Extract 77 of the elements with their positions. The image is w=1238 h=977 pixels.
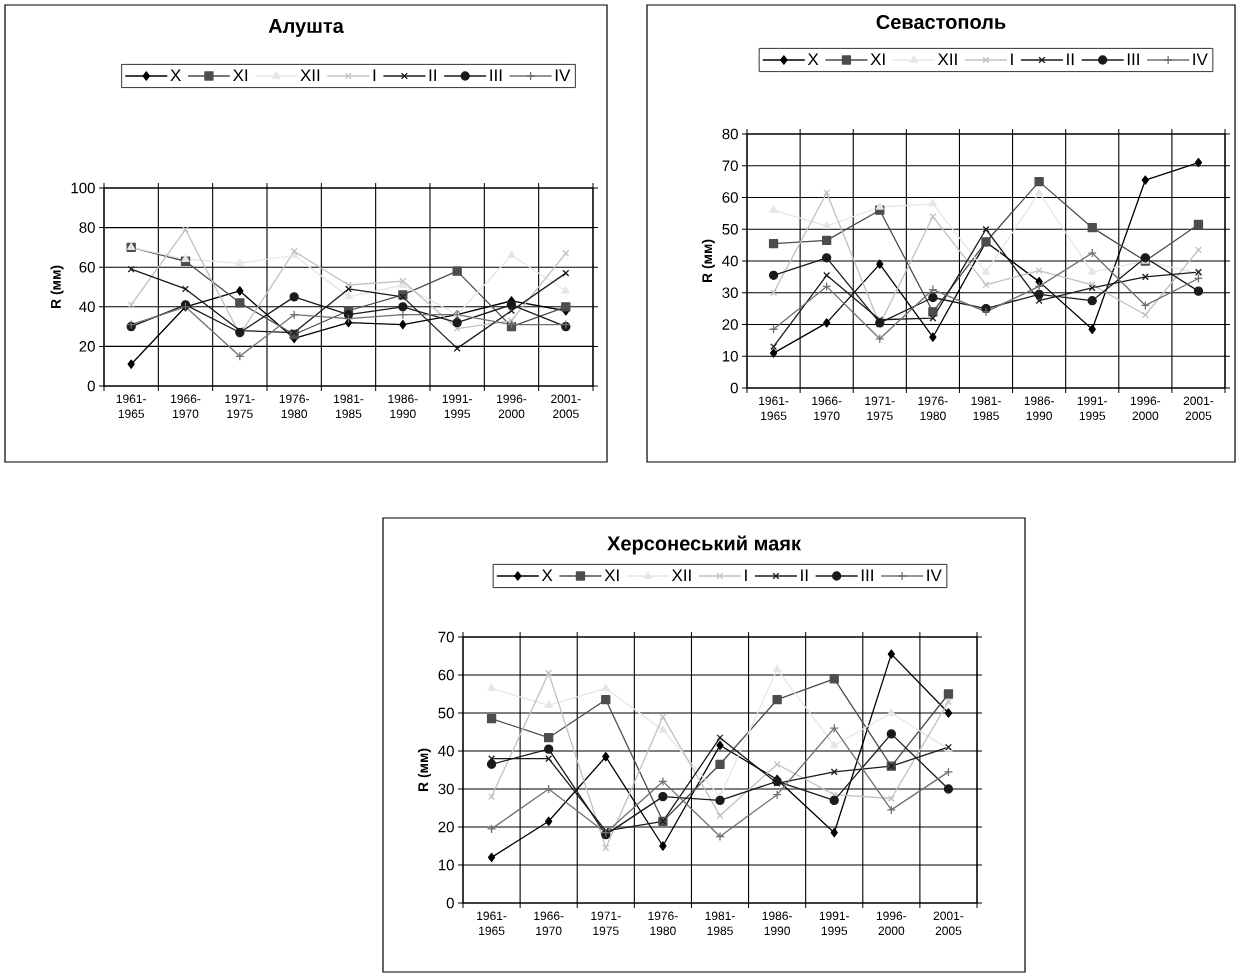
x-tick-label: 1976-1980 — [648, 911, 678, 936]
x-tick-label: 2001-2005 — [1183, 396, 1214, 421]
legend-label: II — [1067, 53, 1074, 66]
x-tick-label: 1986-1990 — [762, 911, 792, 936]
y-axis-title: R (мм) — [50, 265, 64, 309]
y-tick-label: 10 — [438, 859, 454, 871]
x-tick-label: 1981-1985 — [334, 394, 364, 419]
y-tick-label: 30 — [722, 287, 738, 299]
y-tick-label: 30 — [438, 783, 454, 795]
y-tick-label: 10 — [722, 350, 738, 362]
x-tick-label: 1976-1980 — [279, 394, 309, 419]
legend-label: IV — [927, 569, 942, 582]
y-tick-label: 80 — [79, 222, 95, 233]
y-tick-label: 20 — [722, 319, 738, 330]
x-tick-label: 1976-1980 — [918, 396, 948, 421]
legend-label: I — [373, 69, 376, 82]
x-tick-label: 1986-1990 — [1024, 396, 1054, 421]
legend-label: II — [429, 69, 436, 82]
legend-label: II — [801, 569, 808, 582]
x-tick-label: 2001-2005 — [933, 911, 964, 936]
legend-label: X — [541, 569, 553, 582]
x-tick-label: 1971-1975 — [591, 911, 621, 936]
x-tick-label: 1971-1975 — [225, 394, 255, 419]
y-tick-label: 80 — [722, 128, 738, 140]
legend-label: XII — [671, 569, 691, 582]
y-axis-title: R (мм) — [701, 239, 715, 283]
chart-title: Алушта — [268, 19, 344, 37]
y-tick-label: 20 — [438, 821, 454, 833]
chart-title: Херсонеський маяк — [607, 535, 801, 555]
y-tick-label: 100 — [71, 182, 95, 194]
x-tick-label: 2001-2005 — [551, 394, 581, 419]
y-tick-label: 60 — [79, 261, 95, 273]
x-tick-label: 1961-1965 — [759, 396, 789, 421]
x-tick-label: 1996-2000 — [876, 911, 907, 936]
x-tick-label: 1971-1975 — [865, 396, 895, 421]
x-tick-label: 1981-1985 — [705, 911, 735, 936]
x-tick-label: 1996-2000 — [497, 394, 527, 419]
y-tick-label: 0 — [87, 380, 95, 392]
y-tick-label: 50 — [722, 223, 738, 235]
legend-label: III — [1127, 53, 1139, 66]
legend-label: III — [861, 569, 873, 582]
y-tick-label: 40 — [722, 255, 738, 267]
legend-label: XI — [232, 69, 248, 82]
y-tick-label: 70 — [722, 160, 738, 172]
y-tick-label: 0 — [730, 382, 738, 394]
legend-label: XII — [937, 53, 957, 66]
legend-label: XI — [870, 53, 885, 66]
x-tick-label: 1986-1990 — [388, 394, 418, 419]
x-tick-label: 1966-1970 — [812, 396, 842, 421]
y-tick-label: 50 — [438, 707, 454, 719]
x-tick-label: 1961-1965 — [116, 394, 146, 419]
legend-label: X — [170, 69, 181, 82]
legend-label: IV — [1193, 53, 1208, 66]
y-axis-title: R (мм) — [417, 748, 431, 792]
y-tick-label: 70 — [438, 631, 454, 643]
legend-label: I — [745, 569, 747, 582]
legend-label: III — [490, 69, 502, 82]
x-tick-label: 1966-1970 — [171, 394, 201, 419]
x-tick-label: 1991-1995 — [1077, 396, 1108, 421]
x-tick-label: 1991-1995 — [819, 911, 850, 936]
y-tick-label: 40 — [79, 301, 95, 313]
y-tick-label: 20 — [79, 341, 95, 352]
x-tick-label: 1991-1995 — [442, 394, 472, 419]
legend-label: XI — [604, 569, 619, 582]
legend-label: I — [1011, 53, 1013, 66]
x-tick-label: 1961-1965 — [477, 911, 507, 936]
y-tick-label: 60 — [438, 669, 454, 681]
x-tick-label: 1966-1970 — [534, 911, 564, 936]
legend-label: X — [807, 53, 819, 66]
y-tick-label: 0 — [446, 897, 454, 909]
chart-title: Севастополь — [876, 14, 1006, 30]
y-tick-label: 40 — [438, 745, 454, 757]
legend-label: XII — [300, 69, 320, 82]
y-tick-label: 60 — [722, 192, 738, 203]
x-tick-label: 1996-2000 — [1130, 396, 1161, 421]
legend-label: IV — [555, 69, 571, 82]
x-tick-label: 1981-1985 — [971, 396, 1001, 421]
